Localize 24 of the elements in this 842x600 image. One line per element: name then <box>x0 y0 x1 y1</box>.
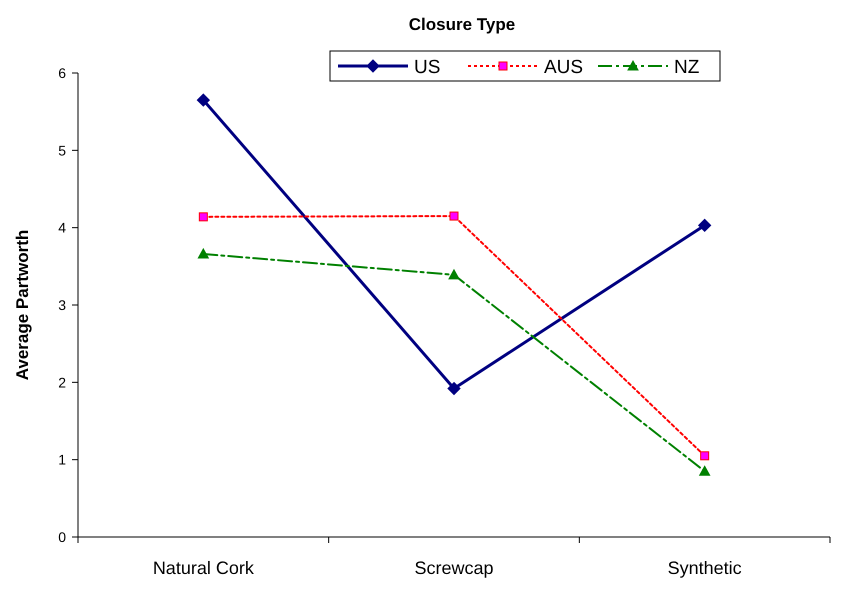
point <box>699 466 710 476</box>
point <box>196 94 210 107</box>
x-tick-label: Natural Cork <box>152 558 255 578</box>
point <box>450 212 458 221</box>
legend-label: NZ <box>674 57 700 78</box>
y-tick-label: 4 <box>58 220 66 236</box>
legend-label: US <box>414 57 440 78</box>
y-tick-label: 3 <box>58 297 66 313</box>
point <box>448 382 460 396</box>
y-tick-label: 2 <box>58 374 66 390</box>
point <box>698 218 712 232</box>
point <box>448 269 460 280</box>
point <box>198 212 208 222</box>
y-axis-title: Average Partworth <box>13 230 32 380</box>
point <box>700 451 710 460</box>
y-tick-label: 0 <box>58 529 66 545</box>
y-tick-label: 6 <box>58 65 66 81</box>
x-tick-label: Screwcap <box>414 558 494 578</box>
legend-label: AUS <box>544 57 584 78</box>
y-tick-label: 5 <box>58 142 66 158</box>
y-tick-label: 1 <box>58 452 66 468</box>
x-tick-label: Synthetic <box>668 558 742 578</box>
point <box>198 248 209 258</box>
chart-title: Closure Type <box>408 15 516 34</box>
